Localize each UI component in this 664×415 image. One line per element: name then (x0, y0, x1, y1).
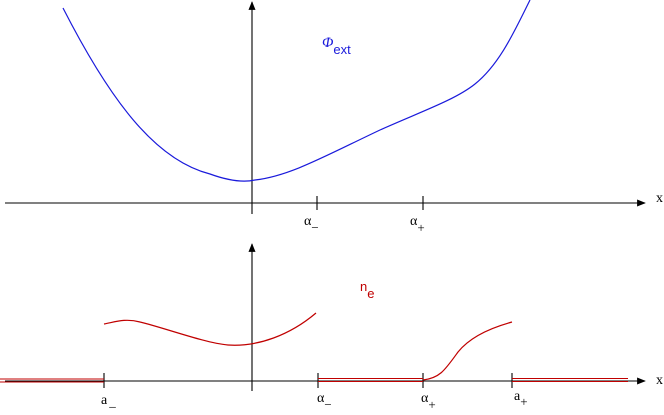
bottom-plot: x a _ α− α+ a+ (0, 243, 663, 412)
bottom-x-axis-label: x (656, 373, 663, 388)
top-plot: x α− α+ Φext (5, 0, 663, 235)
top-tick-label-alpha-plus: α+ (410, 214, 425, 235)
ne-rising-segment (422, 321, 513, 381)
top-x-axis-label: x (656, 191, 663, 206)
phi-ext-curve (62, 0, 531, 182)
phi-ext-label: Φext (322, 35, 351, 57)
ne-label: ne (360, 279, 374, 301)
bottom-tick-label-alpha-minus: α− (317, 391, 332, 412)
ne-curve (0, 312, 628, 383)
bottom-tick-label-a-plus: a+ (514, 389, 528, 409)
bottom-tick-label-alpha-plus: α+ (421, 391, 436, 412)
ne-middle-segment (103, 312, 317, 346)
top-tick-label-alpha-minus: α− (304, 214, 319, 235)
bottom-tick-label-a-minus: a _ (101, 393, 116, 409)
